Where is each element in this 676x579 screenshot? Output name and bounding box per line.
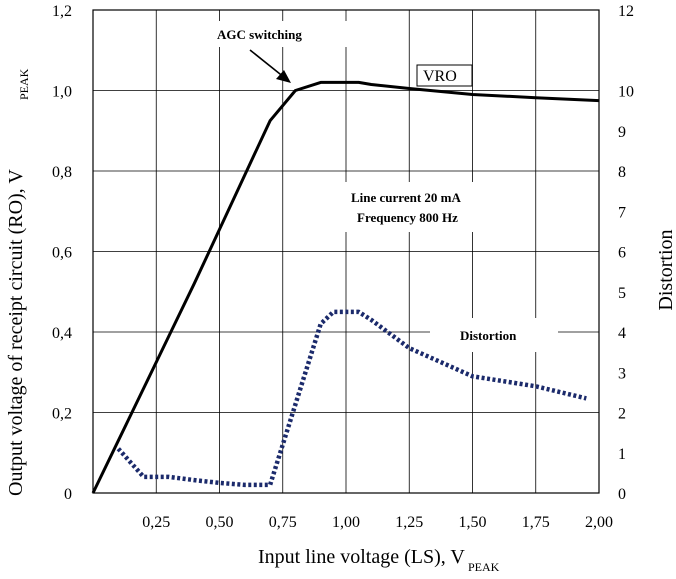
x-tick-label-4: 1,25 bbox=[395, 514, 423, 531]
y2-tick-label-1: 1 bbox=[618, 446, 626, 463]
annotation-box-agc bbox=[200, 21, 350, 47]
y-axis-title: Output voltage of receipt circuit (RO), … bbox=[5, 68, 31, 496]
plot-frame bbox=[92, 9, 600, 494]
y-tick-label-1: 0,2 bbox=[52, 406, 72, 423]
x-tick-label-1: 0,50 bbox=[206, 514, 234, 531]
y-tick-label-4: 0,8 bbox=[52, 164, 72, 181]
x-tick-label-5: 1,50 bbox=[459, 514, 487, 531]
y2-tick-label-2: 2 bbox=[618, 406, 626, 423]
agc-arrow-shaft bbox=[249, 49, 286, 79]
svg-text:Distortion: Distortion bbox=[655, 229, 676, 310]
y2-tick-label-6: 6 bbox=[618, 245, 626, 262]
agc-arrow-head bbox=[276, 70, 291, 83]
svg-text:PEAK: PEAK bbox=[17, 68, 31, 100]
series-line-vro bbox=[91, 80, 600, 494]
y-tick-label-3: 0,6 bbox=[52, 245, 72, 262]
x-tick-label-7: 2,00 bbox=[585, 514, 613, 531]
y2-axis-title: Distortion bbox=[655, 229, 676, 310]
y-tick-label-5: 1,0 bbox=[52, 84, 72, 101]
vro-label-box bbox=[416, 64, 473, 87]
x-tick-label-3: 1,00 bbox=[332, 514, 360, 531]
x-tick-label-0: 0,25 bbox=[142, 514, 170, 531]
y2-tick-label-5: 5 bbox=[618, 285, 626, 302]
grid-lines bbox=[93, 10, 599, 493]
svg-text:PEAK: PEAK bbox=[468, 560, 500, 574]
tick-labels: 0,25 0,50 0,75 1,00 1,25 1,50 1,75 2,0000,20,40… bbox=[52, 3, 634, 531]
annotation-box-distortion bbox=[430, 318, 558, 352]
y2-tick-label-8: 8 bbox=[618, 164, 626, 181]
annotation-frequency: Frequency 800 Hz bbox=[357, 210, 458, 225]
y-tick-label-0: 0 bbox=[64, 486, 72, 503]
y2-tick-label-7: 7 bbox=[618, 204, 626, 221]
y2-tick-label-11: 12 bbox=[618, 3, 634, 20]
y2-tick-label-10: 10 bbox=[618, 84, 634, 101]
x-tick-label-6: 1,75 bbox=[522, 514, 550, 531]
annotation-distortion: Distortion bbox=[460, 328, 517, 343]
svg-text:Output voltage of receipt circ: Output voltage of receipt circuit (RO), … bbox=[5, 169, 27, 496]
svg-text:Input line voltage (LS), V: Input line voltage (LS), V bbox=[258, 546, 465, 568]
y2-tick-label-9: 9 bbox=[618, 124, 626, 141]
annotation-vro: VRO bbox=[423, 68, 457, 85]
annotation-agc-switching: AGC switching bbox=[217, 27, 302, 42]
y2-tick-label-0: 0 bbox=[618, 486, 626, 503]
x-tick-label-2: 0,75 bbox=[269, 514, 297, 531]
x-axis-title: Input line voltage (LS), V PEAK bbox=[258, 546, 500, 574]
y2-tick-label-4: 4 bbox=[618, 325, 626, 342]
y-tick-label-6: 1,2 bbox=[52, 3, 72, 20]
y-tick-label-2: 0,4 bbox=[52, 325, 72, 342]
annotation-box-line-current bbox=[332, 182, 520, 232]
series-layer bbox=[91, 80, 600, 494]
annotation-line-current: Line current 20 mA bbox=[351, 190, 461, 205]
y2-tick-label-3: 3 bbox=[618, 365, 626, 382]
